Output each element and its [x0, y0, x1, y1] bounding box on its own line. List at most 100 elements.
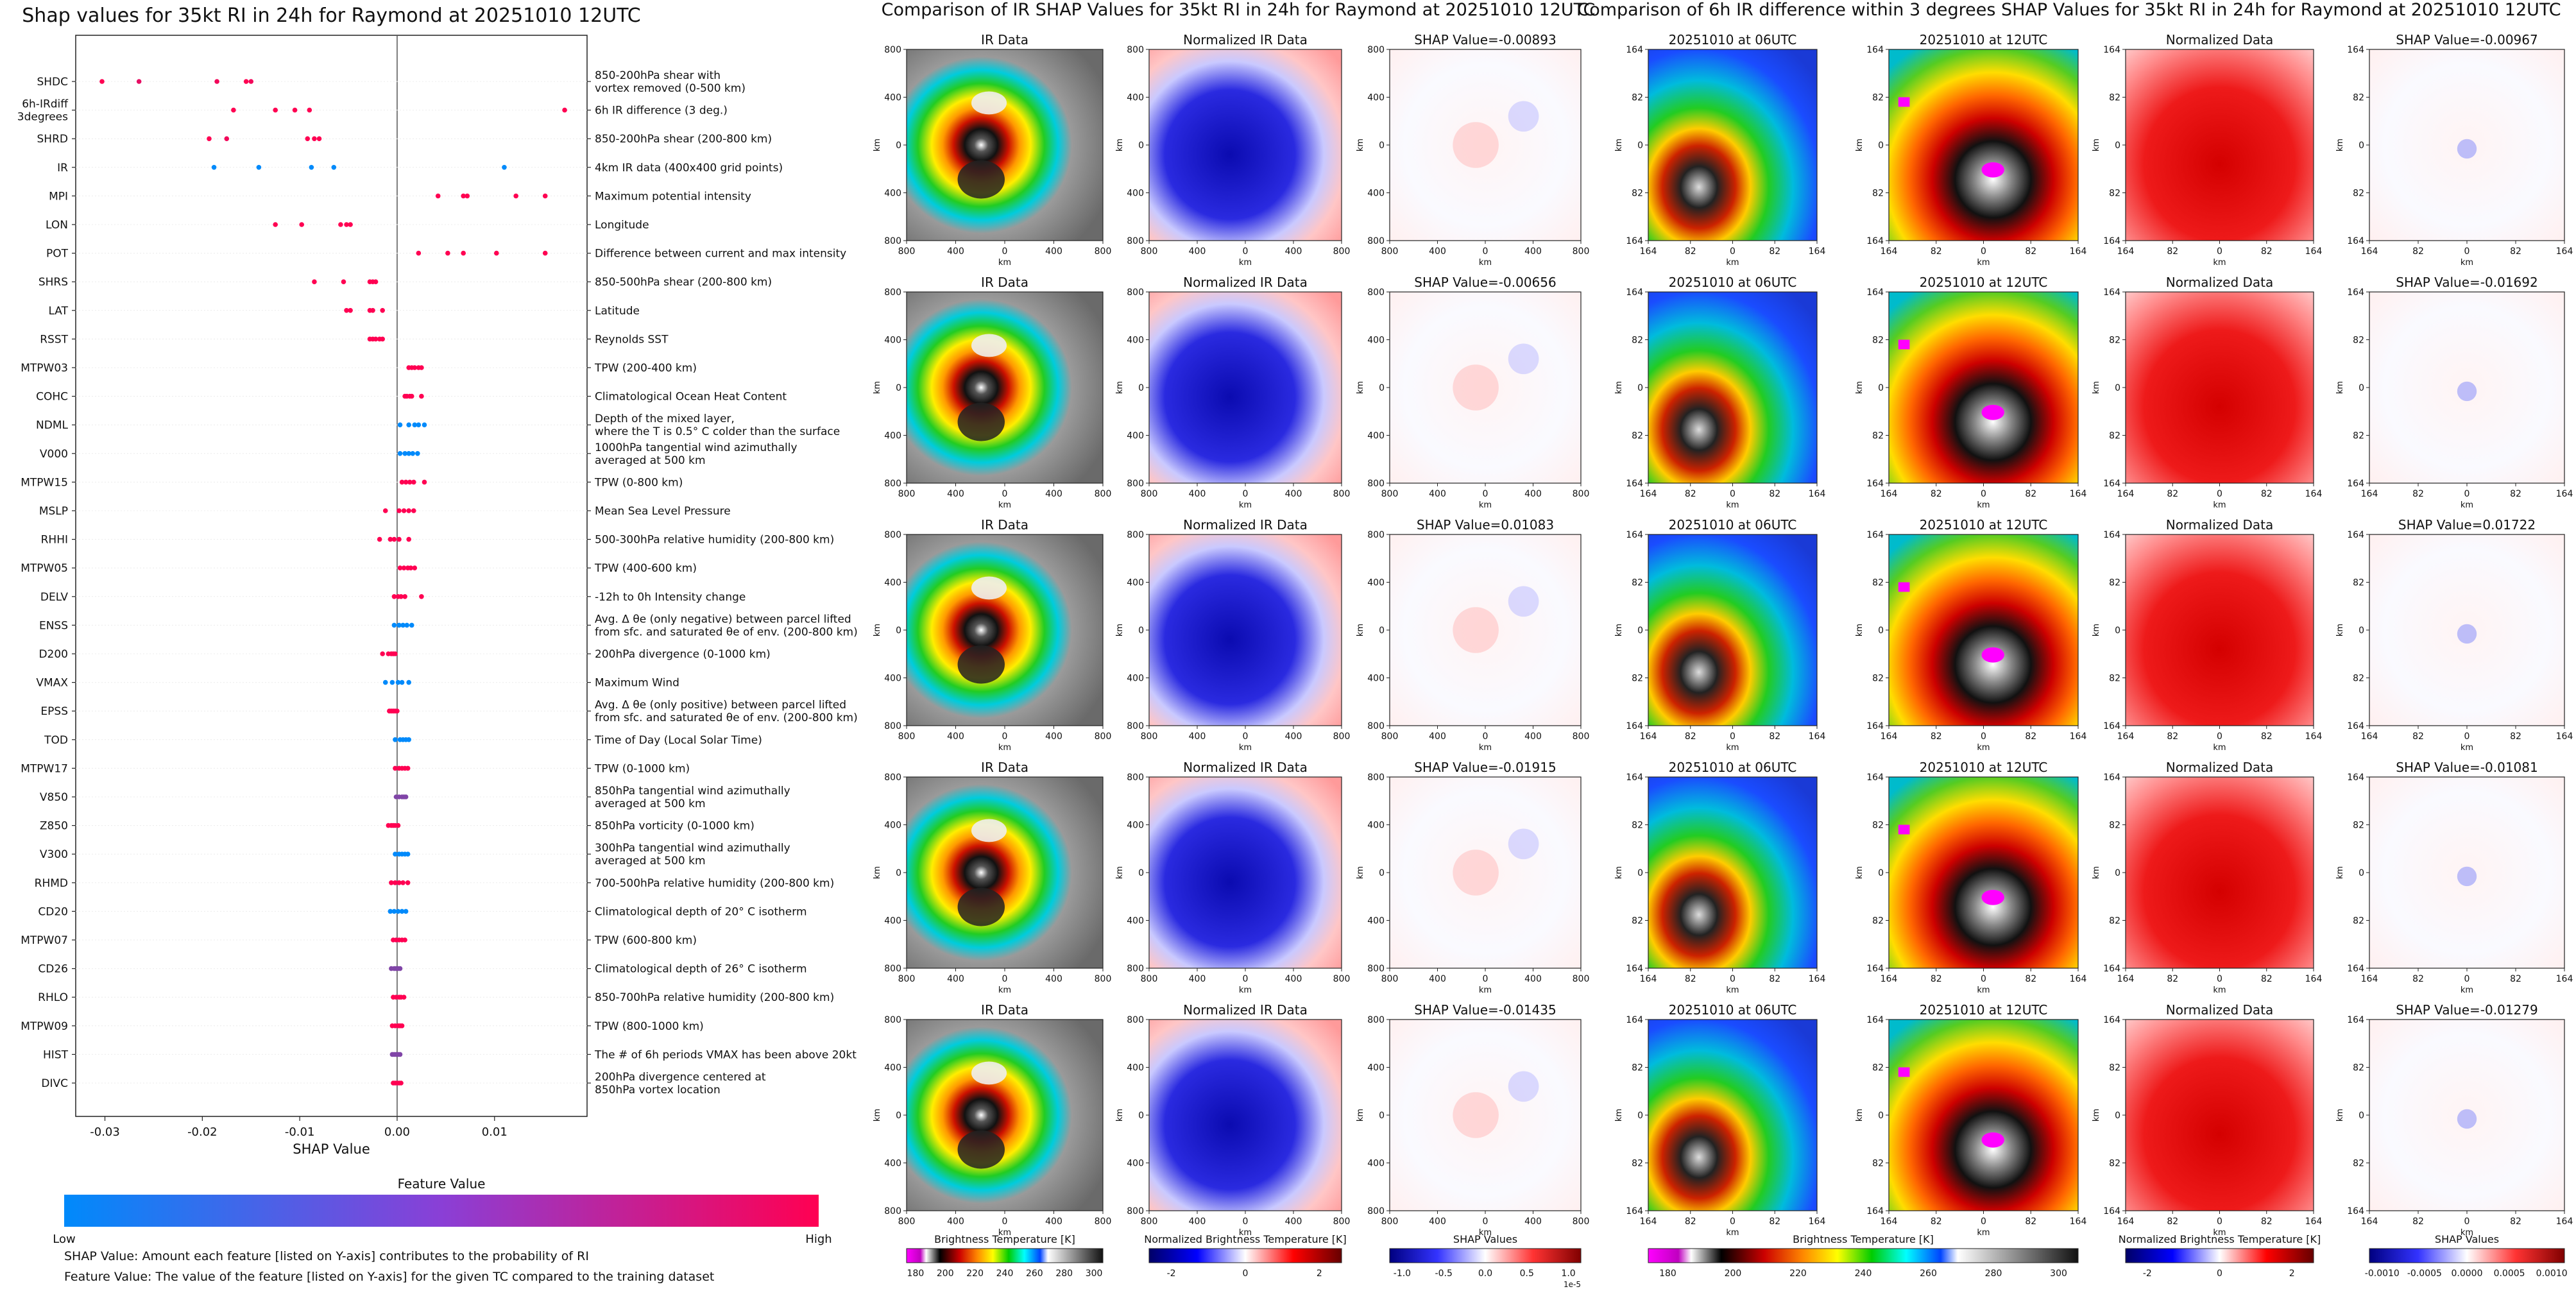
shap-point — [395, 823, 401, 828]
panel-title: IR Data — [981, 275, 1028, 290]
colorbar-tick: -0.0005 — [2407, 1268, 2442, 1279]
ir-12utc-image — [1888, 49, 2079, 241]
y-tick-label: 82 — [2109, 674, 2120, 684]
x-tick-label: 0 — [1981, 1216, 1986, 1227]
panel-title: Normalized Data — [2166, 275, 2274, 290]
feature-description: TPW (200-400 km) — [594, 362, 697, 375]
feature-label: MSLP — [39, 505, 68, 518]
shap-point — [348, 222, 353, 227]
y-tick-label: 82 — [1632, 1063, 1643, 1073]
y-tick-label: 400 — [1127, 336, 1144, 346]
shap-point — [397, 622, 402, 628]
y-tick-label: 164 — [2347, 530, 2364, 540]
x-axis-unit: km — [1239, 500, 1252, 510]
x-tick-label: 800 — [1333, 489, 1351, 499]
feature-label: V000 — [40, 448, 68, 461]
y-tick-label: 400 — [884, 431, 901, 441]
x-tick-label: -0.03 — [90, 1125, 120, 1139]
y-tick-label: 0 — [1138, 626, 1144, 636]
y-tick-label: 0 — [1138, 1111, 1144, 1121]
x-tick-label: 800 — [1095, 974, 1112, 984]
shap-point — [307, 107, 312, 113]
shap-value-title: SHAP Value=-0.00656 — [1414, 275, 1556, 290]
shap-point — [312, 279, 317, 285]
y-tick-label: 82 — [2353, 821, 2364, 831]
y-tick-label: 800 — [1367, 721, 1385, 731]
feature-description: 850hPa tangential wind azimuthally — [595, 785, 790, 798]
x-tick-label: 400 — [1429, 731, 1446, 742]
x-tick-label: 0 — [1483, 489, 1488, 499]
feature-description: 1000hPa tangential wind azimuthally — [595, 441, 798, 454]
x-tick-label: 800 — [1573, 1216, 1590, 1227]
y-tick-label: 800 — [884, 287, 901, 298]
feature-label: MTPW17 — [21, 762, 68, 775]
x-axis-unit: km — [2461, 1228, 2473, 1238]
x-tick-label: 164 — [2305, 1216, 2323, 1227]
shap-point — [316, 136, 322, 141]
feature-label: V300 — [40, 848, 68, 861]
normalized-diff-image — [2125, 1019, 2314, 1211]
colorbar-tick: 2 — [2289, 1268, 2295, 1279]
feature-description: where the T is 0.5° C colder than the su… — [595, 425, 840, 438]
x-tick-label: 0 — [1243, 246, 1249, 257]
y-tick-label: 82 — [2109, 1159, 2120, 1169]
x-axis-unit: km — [998, 258, 1011, 268]
feature-description: Maximum potential intensity — [595, 190, 751, 203]
normalized-diff-image — [2125, 534, 2314, 726]
ir-shap-map — [1389, 534, 1582, 726]
ir-shap-map — [1389, 49, 1582, 241]
colorbar-tick: 260 — [1026, 1268, 1043, 1279]
colorbar-tick: 1.0 — [1561, 1268, 1575, 1279]
x-tick-label: 0 — [1483, 246, 1488, 257]
x-tick-label: 164 — [2117, 974, 2135, 984]
x-axis-unit: km — [1239, 743, 1252, 753]
y-tick-label: 164 — [1626, 287, 1643, 298]
x-tick-label: 164 — [1809, 246, 1826, 257]
y-tick-label: 164 — [2347, 1206, 2364, 1216]
feature-description: 700-500hPa relative humidity (200-800 km… — [595, 877, 834, 890]
feature-description: 850-200hPa shear (200-800 km) — [595, 133, 772, 146]
shap-point — [416, 422, 422, 427]
x-tick-label: 164 — [1640, 1216, 1657, 1227]
y-tick-label: 82 — [1632, 336, 1643, 346]
x-tick-label: 164 — [2361, 246, 2378, 257]
y-tick-label: 82 — [1632, 916, 1643, 926]
y-tick-label: 800 — [1367, 236, 1385, 246]
x-tick-label: 82 — [2510, 489, 2521, 499]
y-tick-label: 400 — [884, 1063, 901, 1073]
normalized-ir-image — [1148, 1019, 1342, 1211]
feature-value-colorbar — [64, 1195, 819, 1227]
panel-title: 20251010 at 12UTC — [1920, 275, 2048, 290]
shap-point — [391, 536, 397, 542]
ir-image — [906, 1019, 1104, 1211]
colorbar — [1148, 1248, 1342, 1263]
colorbar-tick: -0.5 — [1435, 1268, 1453, 1279]
normalized-diff-image — [2125, 291, 2314, 484]
x-tick-label: 400 — [1524, 1216, 1542, 1227]
feature-description: TPW (800-1000 km) — [594, 1020, 704, 1033]
shap-point — [382, 679, 388, 685]
x-tick-label: 82 — [2510, 731, 2521, 742]
colorbar-label: Normalized Brightness Temperature [K] — [1144, 1233, 1347, 1245]
y-axis-unit: km — [2335, 139, 2345, 151]
shap-point — [395, 708, 400, 713]
y-tick-label: 0 — [1878, 626, 1884, 636]
shap-point — [419, 594, 424, 599]
x-tick-label: 164 — [2305, 974, 2323, 984]
y-tick-label: 82 — [2353, 1159, 2364, 1169]
feature-label: ENSS — [39, 619, 68, 632]
y-axis-unit: km — [2335, 866, 2345, 879]
shap-point — [406, 679, 411, 685]
y-tick-label: 400 — [884, 578, 901, 588]
x-tick-label: 82 — [2261, 1216, 2273, 1227]
panel-title: 20251010 at 12UTC — [1920, 760, 2048, 775]
y-tick-label: 82 — [2109, 1063, 2120, 1073]
x-tick-label: 0 — [1243, 489, 1249, 499]
x-tick-label: 82 — [1685, 246, 1696, 257]
shap-value-title: SHAP Value=-0.00893 — [1414, 32, 1556, 47]
x-tick-label: 400 — [1189, 731, 1206, 742]
feature-description: vortex removed (0-500 km) — [595, 82, 746, 95]
x-tick-label: 800 — [898, 246, 916, 257]
x-tick-label: 82 — [1931, 731, 1942, 742]
panel-title: Normalized IR Data — [1183, 760, 1308, 775]
